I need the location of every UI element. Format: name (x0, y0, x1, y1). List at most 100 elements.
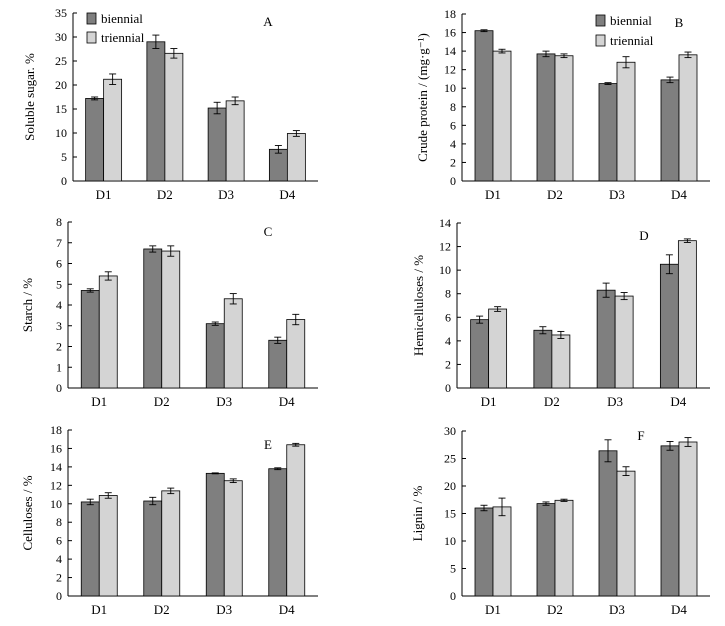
bar-biennial-d1 (85, 98, 105, 182)
y-tick-label: 2 (450, 155, 456, 169)
y-tick-label: 2 (445, 357, 451, 371)
bar-biennial-d2 (536, 503, 556, 597)
y-tick-label: 0 (450, 589, 456, 603)
y-tick-label: 8 (445, 287, 451, 301)
bar-triennial-d1 (98, 495, 118, 597)
y-tick-label: 0 (445, 381, 451, 395)
bar-biennial-d2 (143, 500, 163, 597)
x-tick-label: D4 (279, 187, 295, 202)
y-tick-label: 25 (55, 54, 67, 68)
legend-swatch-triennial (595, 34, 606, 47)
x-tick-label: D4 (671, 187, 687, 202)
y-tick-label: 35 (55, 6, 67, 20)
panel-letter: A (263, 14, 273, 29)
bar-triennial-d2 (161, 490, 181, 597)
x-tick-label: D2 (547, 187, 563, 202)
panel-letter: E (264, 437, 272, 452)
x-tick-label: D4 (279, 602, 295, 617)
y-tick-label: 30 (444, 424, 456, 438)
legend-swatch-triennial (86, 31, 97, 44)
y-tick-label: 0 (56, 381, 62, 395)
y-tick-label: 8 (56, 215, 62, 229)
legend-swatch-biennial (595, 14, 606, 27)
legend-label-biennial: biennial (610, 13, 652, 28)
y-tick-label: 20 (444, 479, 456, 493)
x-tick-label: D1 (96, 187, 112, 202)
y-axis-title: Crude protein / (mg·g⁻¹) (415, 33, 430, 162)
chart-panel-e: 0 2 4 6 8 10 12 14 16 18 Celluloses / % E D1 D2 D3 D4 (20, 423, 318, 617)
y-axis-title: Celluloses / % (20, 475, 35, 550)
x-tick-label: D4 (671, 602, 687, 617)
bar-biennial-d4 (268, 468, 288, 597)
y-tick-label: 14 (50, 460, 62, 474)
bar-triennial-d1 (98, 275, 118, 389)
x-tick-label: D2 (154, 602, 170, 617)
y-tick-label: 6 (56, 257, 62, 271)
y-tick-label: 10 (50, 497, 62, 511)
panel-letter: B (675, 15, 684, 30)
bar-triennial-d1 (488, 308, 508, 389)
y-tick-label: 4 (56, 298, 62, 312)
bar-triennial-d3 (616, 61, 636, 182)
bar-biennial-d1 (80, 290, 100, 389)
x-tick-label: D4 (670, 394, 686, 409)
y-tick-label: 10 (444, 534, 456, 548)
bar-biennial-d3 (598, 83, 618, 182)
y-tick-label: 4 (56, 552, 62, 566)
y-axis-title: Starch / % (20, 278, 35, 332)
bar-triennial-d4 (678, 54, 698, 182)
y-tick-label: 7 (56, 236, 62, 250)
x-tick-label: D1 (91, 394, 107, 409)
y-tick-label: 25 (444, 452, 456, 466)
y-tick-label: 1 (56, 360, 62, 374)
x-tick-label: D1 (481, 394, 497, 409)
x-tick-label: D2 (157, 187, 173, 202)
y-tick-label: 2 (56, 571, 62, 585)
bar-triennial-d4 (678, 441, 698, 597)
y-axis-title: Soluble sugar. % (22, 53, 37, 141)
chart-panel-c: 0 1 2 3 4 5 6 7 8 Starch / % C D1 D2 D3 D4 (20, 215, 318, 409)
x-tick-label: D3 (216, 394, 232, 409)
chart-panel-d: 0 2 4 6 8 10 12 14 Hemicelluloses / % D D1 D2 D3 D4 (411, 216, 710, 409)
bar-biennial-d3 (207, 107, 227, 182)
y-tick-label: 30 (55, 30, 67, 44)
y-tick-label: 6 (445, 310, 451, 324)
y-tick-label: 18 (50, 423, 62, 437)
y-axis-title: Hemicelluloses / % (411, 255, 426, 356)
bar-biennial-d1 (80, 501, 100, 597)
bar-biennial-d3 (205, 472, 225, 597)
bar-biennial-d2 (533, 329, 553, 389)
x-tick-label: D3 (609, 187, 625, 202)
bar-biennial-d2 (536, 53, 556, 182)
bar-biennial-d1 (474, 507, 494, 597)
x-tick-label: D2 (547, 602, 563, 617)
x-tick-label: D3 (607, 394, 623, 409)
bar-biennial-d4 (659, 263, 679, 389)
y-tick-label: 20 (55, 78, 67, 92)
bar-biennial-d4 (268, 339, 288, 389)
legend-label-biennial: biennial (101, 11, 143, 26)
bar-biennial-d2 (143, 248, 163, 389)
y-tick-label: 3 (56, 319, 62, 333)
y-tick-label: 6 (450, 118, 456, 132)
bar-biennial-d4 (660, 445, 680, 597)
y-tick-label: 8 (56, 515, 62, 529)
bar-triennial-d4 (286, 319, 306, 389)
bar-triennial-d2 (161, 250, 181, 389)
chart-panel-b: 0 2 4 6 8 10 12 14 16 18 Crude protein / (mg·g⁻¹) B… (415, 7, 710, 202)
y-tick-label: 0 (61, 174, 67, 188)
y-tick-label: 18 (444, 7, 456, 21)
bar-biennial-d4 (268, 148, 288, 182)
y-tick-label: 16 (444, 26, 456, 40)
y-tick-label: 10 (439, 263, 451, 277)
bar-triennial-d3 (223, 298, 243, 389)
bar-triennial-d3 (616, 470, 636, 597)
y-tick-label: 6 (56, 534, 62, 548)
bar-triennial-d2 (554, 499, 574, 597)
y-tick-label: 14 (439, 216, 451, 230)
bar-triennial-d2 (551, 334, 571, 389)
y-tick-label: 16 (50, 441, 62, 455)
y-tick-label: 2 (56, 340, 62, 354)
bar-triennial-d1 (492, 506, 512, 597)
